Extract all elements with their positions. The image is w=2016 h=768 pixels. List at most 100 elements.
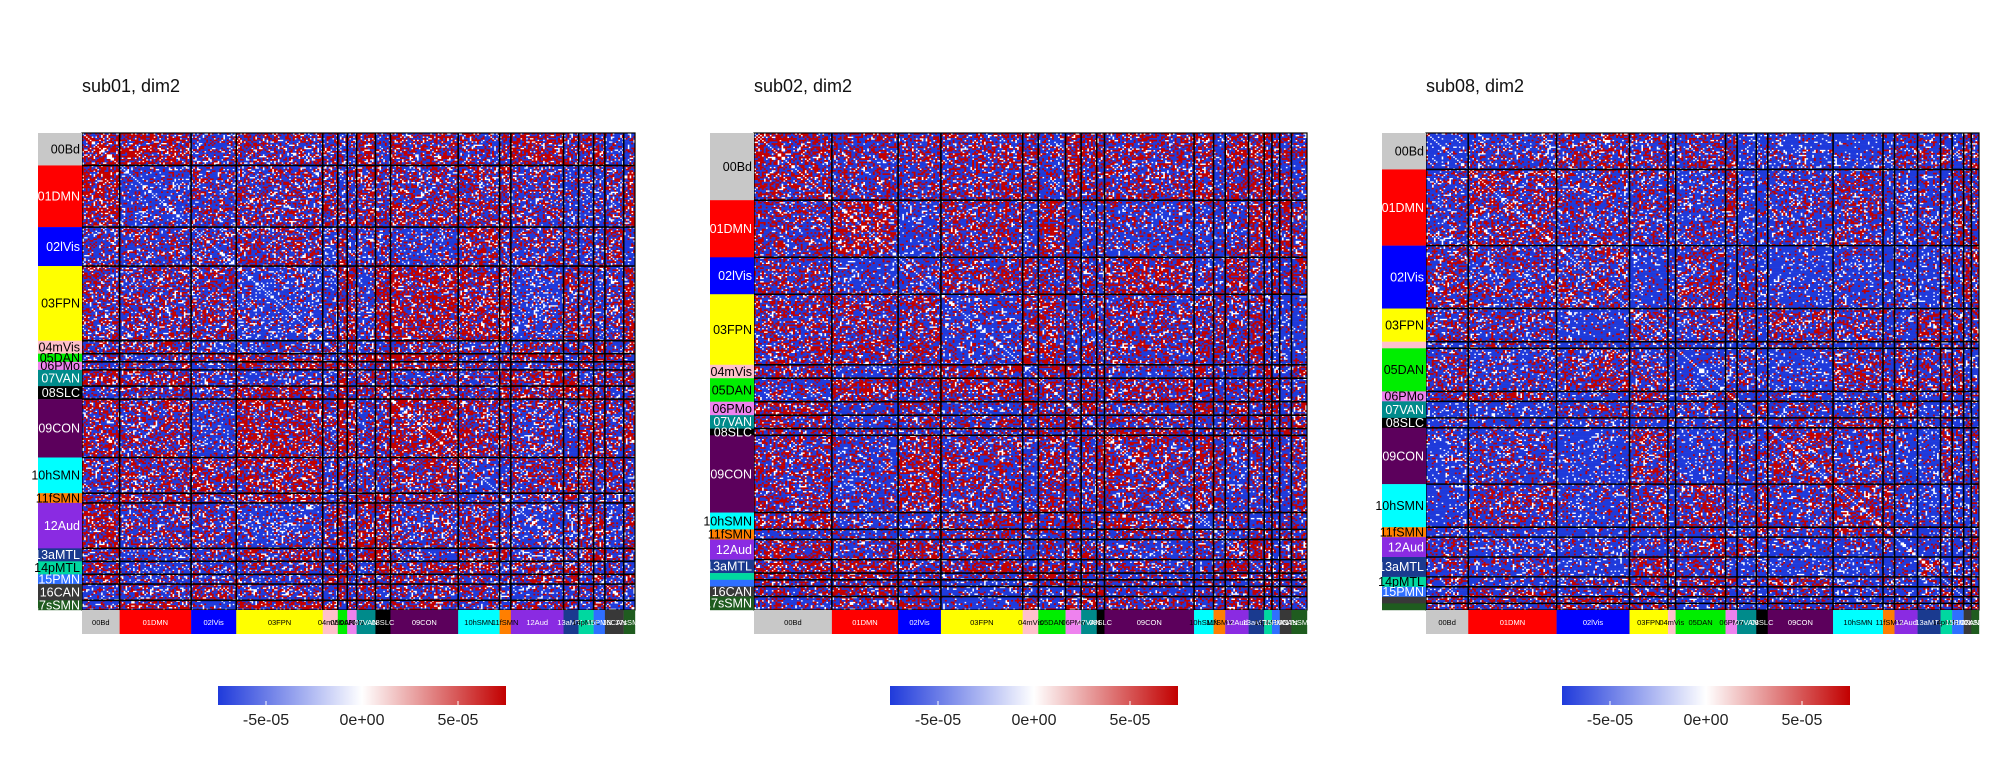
heatmap-cell	[364, 154, 366, 156]
heatmap-cell	[315, 170, 319, 172]
heatmap-cell	[306, 146, 308, 148]
heatmap-cell	[327, 185, 329, 187]
heatmap-cell	[325, 175, 329, 177]
heatmap-cell	[507, 190, 509, 192]
heatmap-cell	[272, 180, 274, 182]
heatmap-cell	[95, 152, 97, 154]
heatmap-cell	[481, 180, 483, 182]
heatmap-cell	[308, 157, 310, 159]
heatmap-cell	[306, 170, 308, 172]
heatmap-cell	[311, 143, 315, 145]
heatmap-cell	[155, 139, 159, 141]
heatmap-cell	[259, 178, 261, 180]
heatmap-cell	[251, 151, 253, 153]
heatmap-cell	[530, 156, 532, 158]
heatmap-cell	[430, 152, 432, 154]
heatmap-cell	[187, 183, 189, 185]
heatmap-cell	[611, 169, 613, 171]
heatmap-cell	[468, 143, 470, 145]
heatmap-cell	[325, 191, 327, 193]
heatmap-cell	[266, 138, 268, 140]
heatmap-cell	[330, 151, 332, 153]
heatmap-cell	[229, 148, 231, 150]
heatmap-cell	[462, 144, 464, 146]
heatmap-cell	[161, 148, 165, 150]
heatmap-cell	[97, 170, 99, 172]
heatmap-cell	[206, 154, 208, 156]
heatmap-cell	[167, 149, 169, 151]
heatmap-cell	[153, 180, 155, 182]
heatmap-cell	[385, 188, 387, 190]
heatmap-cell	[541, 143, 543, 145]
heatmap-cell	[611, 159, 613, 161]
heatmap-cell	[328, 172, 330, 174]
heatmap-cell	[599, 185, 601, 187]
heatmap-cell	[406, 162, 410, 164]
heatmap-cell	[302, 180, 304, 182]
heatmap-cell	[157, 146, 159, 148]
heatmap-cell	[206, 159, 208, 161]
heatmap-cell	[454, 170, 456, 172]
heatmap-cell	[424, 183, 426, 185]
heatmap-cell	[261, 146, 263, 148]
heatmap-cell	[396, 190, 398, 192]
heatmap-cell	[295, 180, 297, 182]
heatmap-cell	[588, 159, 590, 161]
heatmap-cell	[343, 159, 345, 161]
heatmap-cell	[137, 187, 139, 189]
heatmap-cell	[447, 144, 449, 146]
heatmap-cell	[313, 170, 315, 172]
heatmap-cell	[327, 149, 331, 151]
heatmap-cell	[477, 143, 479, 145]
heatmap-cell	[532, 157, 534, 159]
heatmap-cell	[295, 177, 297, 179]
heatmap-cell	[453, 182, 455, 184]
heatmap-cell	[556, 149, 558, 151]
heatmap-cell	[629, 156, 633, 158]
heatmap-cell	[229, 172, 231, 174]
heatmap-cell	[428, 188, 430, 190]
heatmap-cell	[434, 182, 436, 184]
heatmap-cell	[157, 180, 159, 182]
heatmap-cell	[515, 175, 517, 177]
heatmap-cell	[468, 159, 470, 161]
heatmap-cell	[95, 180, 97, 182]
heatmap-cell	[223, 154, 225, 156]
heatmap-cell	[620, 182, 622, 184]
heatmap-cell	[449, 149, 451, 151]
heatmap-cell	[93, 154, 95, 156]
heatmap-cell	[407, 190, 409, 192]
heatmap-cell	[490, 152, 492, 154]
heatmap-cell	[582, 190, 584, 192]
heatmap-cell	[505, 146, 507, 148]
heatmap-cell	[180, 136, 182, 138]
heatmap-cell	[565, 172, 567, 174]
heatmap-cell	[438, 161, 440, 163]
heatmap-cell	[219, 170, 221, 172]
heatmap-cell	[278, 144, 280, 146]
heatmap-cell	[618, 157, 620, 159]
heatmap-panel-sub01: sub01, dim2 00Bd 01DMN 02lVis 03FPN 04mVis 05…	[0, 0, 672, 768]
heatmap-cell	[586, 172, 588, 174]
heatmap-cell	[264, 174, 266, 176]
heatmap-cell	[225, 187, 227, 189]
heatmap-cell	[263, 159, 265, 161]
heatmap-cell	[607, 172, 609, 174]
heatmap-cell	[248, 174, 250, 176]
heatmap-cell	[240, 180, 242, 182]
heatmap-cell	[138, 193, 140, 195]
heatmap-cell	[494, 188, 496, 190]
heatmap-cell	[451, 152, 453, 154]
heatmap-svg: 00Bd01DMN02lVis03FPN04mVis05DAN06PMo07VA…	[0, 0, 672, 768]
heatmap-cell	[471, 191, 473, 193]
heatmap-cell	[197, 191, 199, 193]
heatmap-cell	[272, 167, 274, 169]
heatmap-cell	[193, 182, 195, 184]
heatmap-cell	[404, 188, 406, 190]
heatmap-cell	[232, 138, 234, 140]
heatmap-cell	[342, 174, 344, 176]
heatmap-cell	[490, 144, 492, 146]
heatmap-cell	[488, 170, 490, 172]
heatmap-cell	[283, 162, 285, 164]
heatmap-cell	[422, 178, 424, 180]
